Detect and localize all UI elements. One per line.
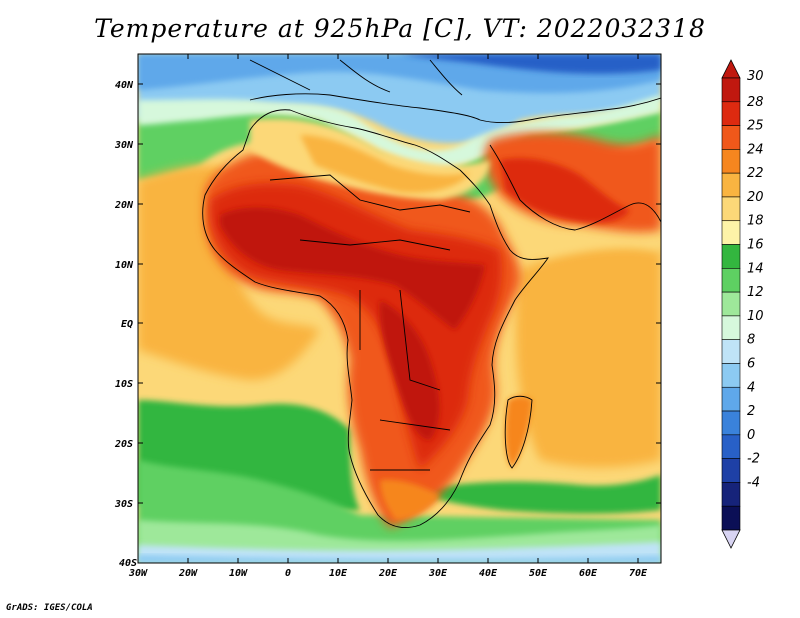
lon-label-10w: 10W <box>229 568 248 579</box>
lon-label-60e: 60E <box>579 568 598 579</box>
colorbar-label: 18 <box>747 214 764 229</box>
map-title: Temperature at 925hPa [C], VT: 202203231… <box>94 14 706 43</box>
coastlines <box>202 59 661 528</box>
colorbar-label: 20 <box>747 190 764 205</box>
colorbar-label: 30 <box>747 69 764 84</box>
lat-label-30s: 30S <box>114 499 133 510</box>
colorbar-label: 12 <box>747 285 764 300</box>
lon-label-20e: 20E <box>378 568 398 579</box>
lon-label-70e: 70E <box>629 568 648 579</box>
colorbar-swatch <box>721 386 741 412</box>
temperature-field <box>138 54 661 563</box>
colorbar-label: 24 <box>747 142 764 157</box>
colorbar-label: 28 <box>747 95 764 110</box>
colorbar-swatch <box>721 434 741 459</box>
lon-label-50e: 50E <box>529 568 548 579</box>
colorbar-label: -2 <box>747 452 760 467</box>
map-frame <box>137 53 662 564</box>
lat-label-40n: 40N <box>115 80 134 91</box>
lon-label-20w: 20W <box>178 568 198 579</box>
colorbar-swatch <box>721 363 741 388</box>
lat-label-10s: 10S <box>115 379 133 390</box>
colorbar-label: 8 <box>747 333 755 348</box>
colorbar-label: 0 <box>747 428 755 443</box>
colorbar-swatch <box>721 101 741 126</box>
colorbar-cap-low <box>721 529 741 549</box>
colorbar-label: 6 <box>747 356 755 371</box>
grads-credit: GrADS: IGES/COLA <box>6 603 93 613</box>
colorbar-swatch <box>721 220 741 245</box>
lon-label-10e: 10E <box>329 568 348 579</box>
colorbar-label: 14 <box>747 261 764 276</box>
colorbar-swatch <box>721 291 741 317</box>
colorbar-swatch <box>721 125 741 150</box>
lat-label-30n: 30N <box>114 140 134 151</box>
colorbar-swatch <box>721 458 741 483</box>
colorbar-swatch <box>721 315 741 340</box>
colorbar-label: -4 <box>747 475 760 490</box>
colorbar-swatch <box>721 505 741 531</box>
lat-label-20s: 20S <box>114 439 133 450</box>
lon-label-30e: 30E <box>428 568 448 579</box>
colorbar-label: 16 <box>747 238 764 253</box>
lat-label-10n: 10N <box>115 260 134 271</box>
colorbar-label: 4 <box>747 380 755 395</box>
colorbar-label: 2 <box>747 404 755 419</box>
colorbar-cap-high <box>721 59 741 79</box>
colorbar-swatch <box>721 482 741 507</box>
colorbar-swatch <box>721 149 741 174</box>
colorbar-swatch <box>721 244 741 269</box>
lat-label-eq: EQ <box>121 319 133 330</box>
lon-label-30w: 30W <box>128 568 148 579</box>
colorbar-swatch <box>721 172 741 198</box>
colorbar-swatch <box>721 77 741 103</box>
colorbar-label: 10 <box>747 309 764 324</box>
colorbar-swatch <box>721 410 741 436</box>
colorbar-label: 25 <box>747 119 764 134</box>
colorbar-swatch <box>721 196 741 222</box>
lon-axis <box>187 54 639 563</box>
colorbar-swatch <box>721 339 741 364</box>
colorbar-swatch <box>721 268 741 293</box>
lat-label-40s: 40S <box>119 558 137 569</box>
lat-label-20n: 20N <box>114 200 134 211</box>
lon-label-40e: 40E <box>479 568 498 579</box>
lon-label-0: 0 <box>285 568 291 579</box>
lat-axis <box>138 83 661 504</box>
colorbar-label: 22 <box>747 166 764 181</box>
